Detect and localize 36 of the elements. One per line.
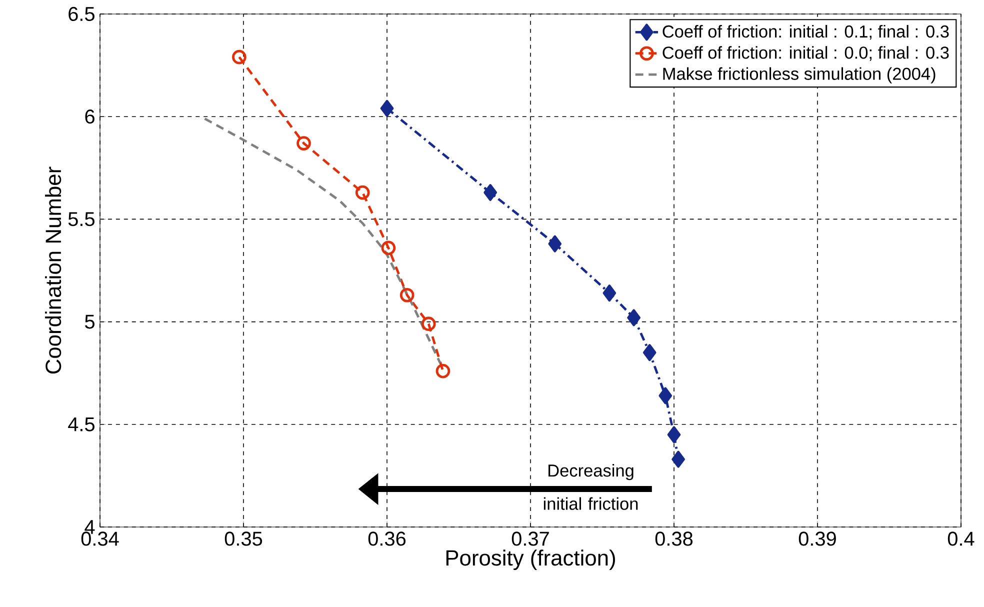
x-tick-label: 0.4 <box>948 532 974 546</box>
x-tick-label: 0.34 <box>81 532 119 546</box>
x-tick-label: 0.38 <box>655 532 693 546</box>
x-axis-title: Porosity (fraction) <box>446 550 615 570</box>
legend-label: Makse frictionless simulation (2004) <box>663 67 936 84</box>
y-tick-label: 4.5 <box>68 417 94 432</box>
point <box>400 288 414 302</box>
point <box>355 185 370 200</box>
x-tick-label: 0.39 <box>798 532 836 546</box>
point <box>667 426 681 444</box>
x-tick-label: 0.37 <box>512 532 549 546</box>
point <box>672 450 685 468</box>
point <box>436 364 450 378</box>
point <box>296 136 311 150</box>
point <box>381 240 396 256</box>
y-tick-label: 5.5 <box>68 212 94 226</box>
y-tick-label: 6.5 <box>68 6 94 22</box>
y-tick-label: 6 <box>85 110 94 124</box>
point <box>642 344 656 362</box>
point <box>548 235 562 252</box>
x-tick-label: 0.36 <box>368 532 406 546</box>
legend-label: Coeff of friction: initial : 0.0; final : 0.3 <box>662 46 949 61</box>
annotation: Decreasing initial friction <box>544 464 638 510</box>
point <box>602 284 616 302</box>
point <box>627 309 640 326</box>
line-series <box>204 117 442 364</box>
point <box>232 50 246 64</box>
y-tick-label: 4 <box>84 520 95 534</box>
legend-label: Coeff of friction: initial : 0.1; final : 0.3 <box>662 24 949 40</box>
y-tick-label: 5 <box>85 314 94 329</box>
y-axis-title: Coordination Number <box>45 166 62 374</box>
point <box>484 184 497 202</box>
x-tick-label: 0.35 <box>224 532 262 546</box>
point <box>380 100 394 117</box>
point <box>421 316 436 332</box>
point <box>658 387 672 404</box>
